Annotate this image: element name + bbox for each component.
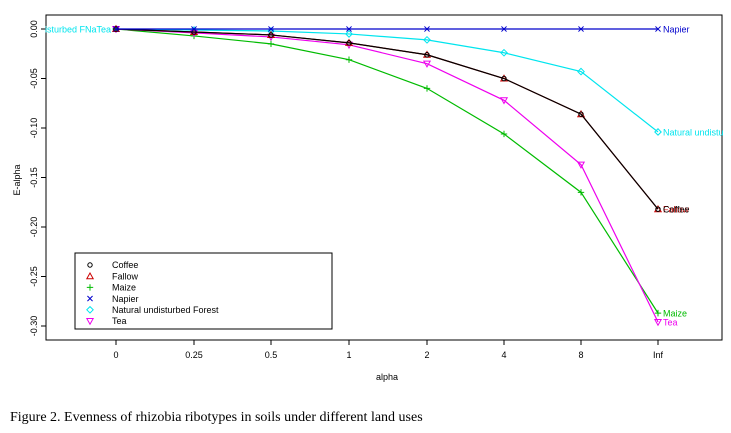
legend-label: Tea (112, 316, 127, 326)
point (346, 40, 352, 46)
x-tick-label: Inf (653, 350, 664, 360)
legend-item: Maize (86, 283, 136, 293)
legend-item: Coffee (87, 260, 138, 270)
legend-label: Maize (112, 283, 136, 293)
x-tick-label: 2 (424, 350, 429, 360)
point (424, 26, 430, 32)
y-tick-label: -0.05 (29, 68, 39, 89)
point (423, 85, 431, 92)
x-tick-label: 4 (501, 350, 506, 360)
x-tick-label: 1 (346, 350, 351, 360)
series-line (115, 28, 659, 210)
axes: 0 0.25 0.5 1 2 4 8 Inf 0.00 -0.05 -0.10 -0.15 -0.20 -… (29, 20, 663, 360)
point (345, 56, 353, 63)
legend-label: Coffee (112, 260, 138, 270)
legend-item: Natural undisturbed Forest (86, 305, 219, 315)
start-label: isturbed FNaTea (45, 25, 111, 35)
y-tick-label: -0.10 (29, 118, 39, 139)
point (654, 128, 662, 136)
x-tick-label: 0.5 (265, 350, 278, 360)
point (577, 67, 585, 76)
point (87, 262, 93, 268)
point (86, 284, 94, 291)
legend-item: Tea (85, 316, 127, 326)
point (501, 26, 507, 32)
point (653, 318, 663, 327)
series-line (115, 28, 659, 314)
series-line (115, 28, 659, 210)
point (191, 29, 197, 35)
end-labels: Natural undistuMaizeTeaFallowCoffeeNapie… (45, 25, 724, 328)
y-tick-label: 0.00 (29, 20, 39, 38)
point (85, 271, 95, 280)
legend-item: Napier (87, 294, 139, 304)
legend-box (74, 252, 333, 330)
end-label-napier: Napier (663, 25, 690, 35)
point (191, 26, 197, 32)
point (346, 26, 352, 32)
point (500, 130, 508, 138)
point (578, 111, 584, 117)
point (87, 295, 93, 302)
y-tick-label: -0.25 (29, 266, 39, 287)
point (499, 97, 509, 105)
point (267, 40, 275, 48)
series-natural-undisturbed-forest (112, 25, 662, 136)
series-line (115, 28, 659, 323)
series-napier (113, 26, 661, 32)
legend-label: Napier (112, 294, 139, 304)
y-tick-label: -0.20 (29, 217, 39, 238)
point (345, 30, 353, 38)
point (501, 75, 507, 82)
end-label-coffee: Coffee (663, 205, 689, 215)
legend-label: Fallow (112, 271, 139, 281)
y-tick-label: -0.30 (29, 316, 39, 337)
end-label-maize: Maize (663, 309, 687, 319)
legend-item: Fallow (85, 271, 139, 281)
point (654, 309, 662, 317)
figure-caption: Figure 2. Evenness of rhizobia ribotypes… (10, 410, 423, 425)
point (423, 35, 431, 44)
point (268, 26, 274, 32)
point (500, 48, 508, 57)
x-tick-label: 0 (113, 350, 118, 360)
end-label-natural-undisturbed-forest: Natural undistu (663, 127, 724, 137)
point (577, 189, 585, 196)
x-tick-label: 8 (578, 350, 583, 360)
point (655, 26, 661, 32)
point (655, 206, 661, 212)
point (424, 52, 430, 58)
series-line (115, 28, 659, 133)
y-axis-label: E-alpha (12, 164, 22, 195)
point (422, 60, 432, 68)
point (86, 305, 94, 314)
x-axis-label: alpha (376, 372, 398, 382)
end-label-tea: Tea (663, 318, 678, 328)
point (576, 161, 586, 169)
series-layer (111, 24, 663, 327)
point (578, 26, 584, 32)
end-label-fallow: Fallow (663, 205, 690, 215)
series-coffee (113, 26, 661, 212)
y-tick-label: -0.15 (29, 167, 39, 188)
point (113, 26, 119, 32)
point (85, 317, 95, 326)
point (268, 32, 274, 38)
series-maize (112, 25, 662, 317)
legend-label: Natural undisturbed Forest (112, 305, 219, 315)
x-tick-label: 0.25 (185, 350, 203, 360)
